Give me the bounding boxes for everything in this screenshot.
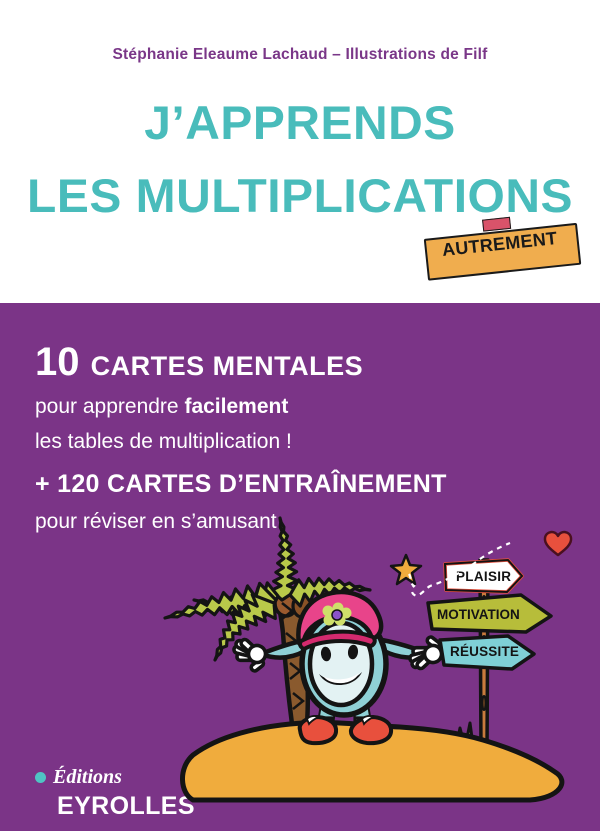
svg-text:RÉUSSITE: RÉUSSITE: [450, 644, 519, 659]
svg-text:PLAISIR: PLAISIR: [456, 569, 511, 584]
svg-text:MOTIVATION: MOTIVATION: [437, 607, 520, 622]
